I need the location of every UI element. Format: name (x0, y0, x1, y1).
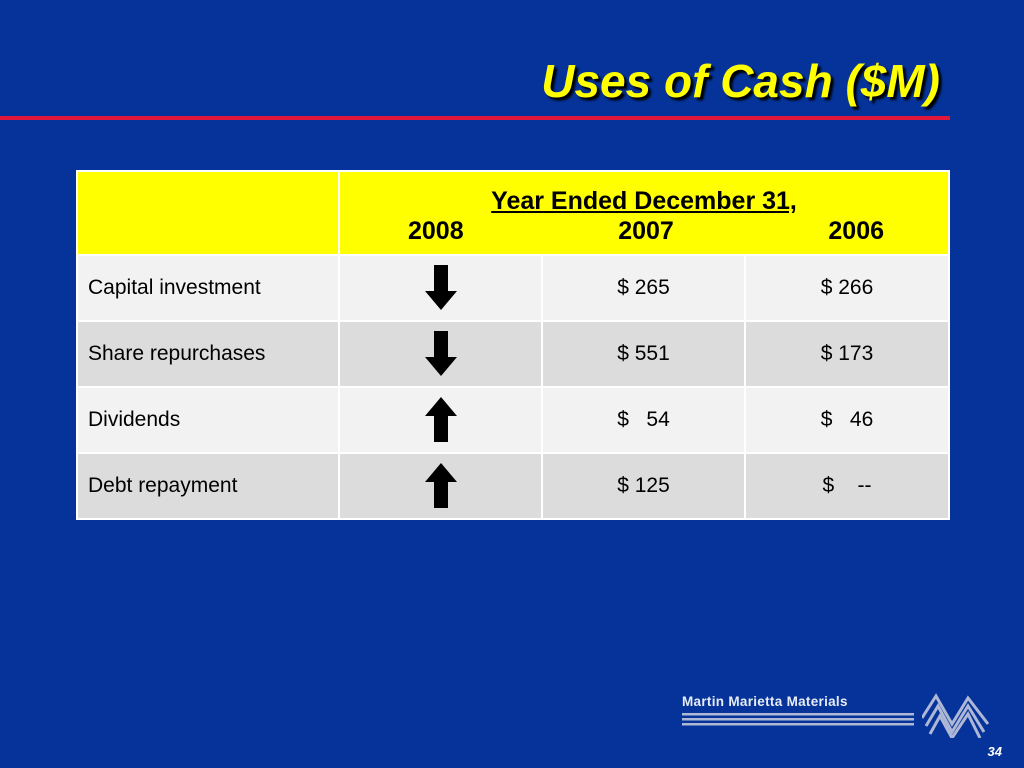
value-2007: $ 54 (541, 386, 746, 454)
trend-cell (338, 452, 543, 520)
logo-text: Martin Marietta Materials (682, 694, 848, 709)
value-2007: $ 551 (541, 320, 746, 388)
row-label: Capital investment (76, 254, 340, 322)
value-2006: $ 46 (743, 386, 951, 454)
row-label: Debt repayment (76, 452, 340, 520)
uses-of-cash-table: Year Ended December 31, 2008 2007 2006 C… (76, 170, 951, 520)
value-2007: $ 125 (541, 452, 746, 520)
mountain-logo-icon (922, 693, 990, 738)
title-divider (0, 116, 950, 120)
logo-underline-stripes (682, 713, 914, 726)
row-label: Share repurchases (76, 320, 340, 388)
trend-cell (338, 386, 543, 454)
table-row: Debt repayment $ 125 $ -- (76, 452, 951, 520)
trend-cell (338, 320, 543, 388)
year-2006: 2006 (828, 217, 885, 245)
slide-title: Uses of Cash ($M) (541, 55, 940, 107)
value-2006: $ -- (743, 452, 951, 520)
header-years-cell: Year Ended December 31, 2008 2007 2006 (337, 170, 951, 256)
table-header-row: Year Ended December 31, 2008 2007 2006 (76, 170, 951, 256)
table-row: Dividends $ 54 $ 46 (76, 386, 951, 454)
header-caption: Year Ended December 31, (491, 187, 797, 215)
value-2007: $ 265 (541, 254, 746, 322)
trend-cell (338, 254, 543, 322)
year-2007: 2007 (618, 217, 674, 245)
header-empty-cell (76, 170, 340, 256)
year-2008: 2008 (408, 217, 464, 245)
value-2006: $ 173 (743, 320, 951, 388)
row-label: Dividends (76, 386, 340, 454)
page-number: 34 (987, 744, 1002, 759)
down-arrow-icon (424, 265, 457, 310)
company-logo: Martin Marietta Materials (682, 693, 990, 738)
header-years: 2008 2007 2006 (340, 216, 948, 246)
table-row: Capital investment $ 265 $ 266 (76, 254, 951, 322)
up-arrow-icon (424, 463, 457, 508)
down-arrow-icon (424, 331, 457, 376)
up-arrow-icon (424, 397, 457, 442)
value-2006: $ 266 (743, 254, 951, 322)
table-row: Share repurchases $ 551 $ 173 (76, 320, 951, 388)
